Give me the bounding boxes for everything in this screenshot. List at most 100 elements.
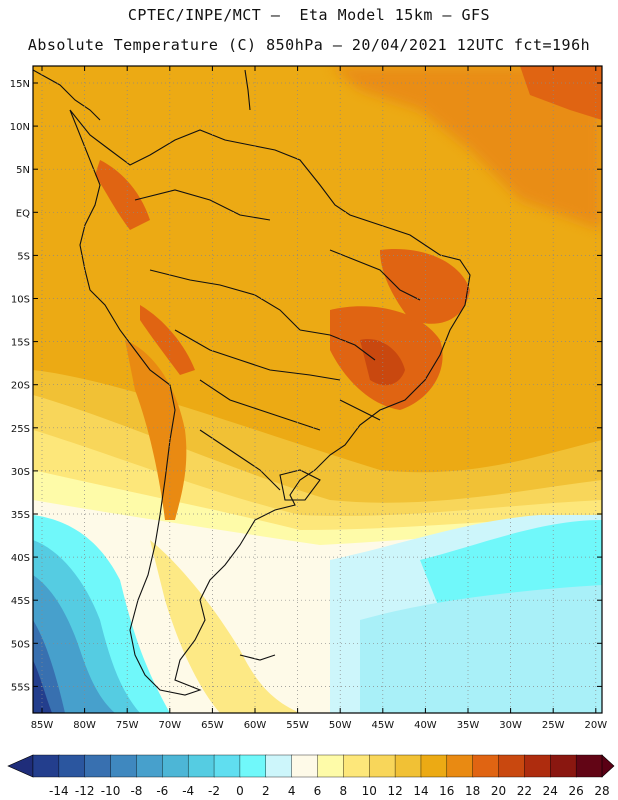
lon-label: 55W xyxy=(286,720,309,731)
colorbar-label: 8 xyxy=(340,784,348,798)
colorbar-swatch xyxy=(136,754,164,778)
lat-label: 10N xyxy=(10,122,30,133)
colorbar-label: -12 xyxy=(75,784,95,798)
colorbar-label: -14 xyxy=(49,784,69,798)
colorbar-label: 10 xyxy=(362,784,377,798)
lat-label: 45S xyxy=(11,596,30,607)
field-12-patagonia xyxy=(150,540,300,713)
colorbar-swatch xyxy=(420,754,448,778)
border-north xyxy=(134,189,271,221)
lat-label: 5N xyxy=(16,165,30,176)
lon-label: 20W xyxy=(584,720,607,731)
field-20-andes xyxy=(125,340,187,520)
colorbar-label: -2 xyxy=(208,784,220,798)
colorbar-swatch xyxy=(110,754,138,778)
field-22-colombia xyxy=(95,160,150,230)
field-22-northeast-brazil xyxy=(380,249,470,324)
lat-label: 30S xyxy=(11,467,30,478)
lat-label: 5S xyxy=(17,251,30,262)
colorbar-swatch xyxy=(575,754,603,778)
colorbar-label: 22 xyxy=(517,784,532,798)
lat-label: 55S xyxy=(11,682,30,693)
colorbar: -14 -12 -10 -8 -6 -4 -2 0 2 4 6 8 10 12 14 16 18 20 22 24 26… xyxy=(7,754,615,798)
colorbar-label: 18 xyxy=(465,784,480,798)
field-22-northeast xyxy=(520,66,602,120)
border-brazil-states-b xyxy=(299,329,376,361)
map-frame xyxy=(32,65,603,714)
field-20-north xyxy=(330,66,602,230)
colorbar-label: 20 xyxy=(491,784,506,798)
colorbar-high-arrow xyxy=(601,754,615,778)
map-title-line1: CPTEC/INPE/MCT — Eta Model 15km — GFS xyxy=(127,6,491,24)
colorbar-swatch xyxy=(239,754,267,778)
colorbar-label: 26 xyxy=(568,784,583,798)
lat-label: EQ xyxy=(16,208,30,219)
lat-label: 25S xyxy=(11,424,30,435)
colorbar-label: -10 xyxy=(101,784,121,798)
lat-label: 10S xyxy=(11,295,30,306)
coast-central-america xyxy=(33,69,101,121)
colorbar-swatch xyxy=(213,754,241,778)
colorbar-label: 4 xyxy=(288,784,296,798)
lat-label: 50S xyxy=(11,639,30,650)
field-minus14-southwest xyxy=(33,660,52,713)
border-brazil-states-c xyxy=(339,399,381,421)
temperature-field xyxy=(33,66,602,713)
lon-label: 60W xyxy=(244,720,267,731)
coast-uruguay xyxy=(279,469,321,501)
lon-label: 25W xyxy=(542,720,565,731)
border-bolivia xyxy=(174,329,341,381)
lon-label: 40W xyxy=(414,720,437,731)
colorbar-swatch xyxy=(265,754,293,778)
colorbar-label: 12 xyxy=(387,784,402,798)
lon-label: 70W xyxy=(158,720,181,731)
lat-label: 20S xyxy=(11,381,30,392)
colorbar-label: -6 xyxy=(156,784,168,798)
map-title-line2: Absolute Temperature (C) 850hPa — 20/04/… xyxy=(27,36,591,54)
colorbar-swatch xyxy=(84,754,112,778)
colorbar-swatch xyxy=(187,754,215,778)
lon-label: 65W xyxy=(201,720,224,731)
colorbar-swatch xyxy=(524,754,551,778)
colorbar-label: 24 xyxy=(543,784,558,798)
colorbar-swatch xyxy=(550,754,577,778)
coast-caribbean xyxy=(244,69,251,111)
colorbar-swatch xyxy=(291,754,319,778)
colorbar-swatch xyxy=(162,754,189,778)
lon-label: 85W xyxy=(31,720,54,731)
lat-label: 35S xyxy=(11,510,30,521)
field-5-southeast xyxy=(360,585,602,713)
colorbar-swatch xyxy=(343,754,370,778)
lon-label: 35W xyxy=(457,720,480,731)
border-paraguay xyxy=(199,379,321,431)
colorbar-label: 14 xyxy=(413,784,428,798)
longitude-axis: 85W 80W 75W 70W 65W 60W 55W 50W 45W 40W 35W 30W 25W 2… xyxy=(31,66,607,731)
colorbar-label: 28 xyxy=(594,784,609,798)
colorbar-swatch xyxy=(394,754,422,778)
lat-label: 40S xyxy=(11,553,30,564)
colorbar-low-arrow xyxy=(7,754,34,778)
border-argentina xyxy=(199,429,281,491)
lon-label: 50W xyxy=(329,720,352,731)
field-22-bolivia xyxy=(140,305,195,375)
colorbar-label: 6 xyxy=(314,784,322,798)
colorbar-swatch xyxy=(32,754,60,778)
lon-label: 45W xyxy=(371,720,394,731)
lon-label: 80W xyxy=(73,720,96,731)
colorbar-swatch xyxy=(472,754,500,778)
lon-label: 75W xyxy=(116,720,139,731)
lon-label: 30W xyxy=(499,720,522,731)
colorbar-swatch xyxy=(317,754,345,778)
border-amazon xyxy=(149,269,301,331)
lat-label: 15N xyxy=(10,79,30,90)
border-brazil-states-a xyxy=(329,249,421,301)
lat-label: 15S xyxy=(11,338,30,349)
latitude-axis: 15N 10N 5N EQ 5S 10S 15S 20S 25S 30S 35S 40S 45S 50S 5… xyxy=(10,79,602,693)
colorbar-label: -4 xyxy=(182,784,194,798)
graticule xyxy=(33,66,602,713)
colorbar-swatch xyxy=(58,754,86,778)
colorbar-swatch xyxy=(446,754,474,778)
coast-falklands xyxy=(239,654,276,661)
colorbar-label: 2 xyxy=(262,784,270,798)
